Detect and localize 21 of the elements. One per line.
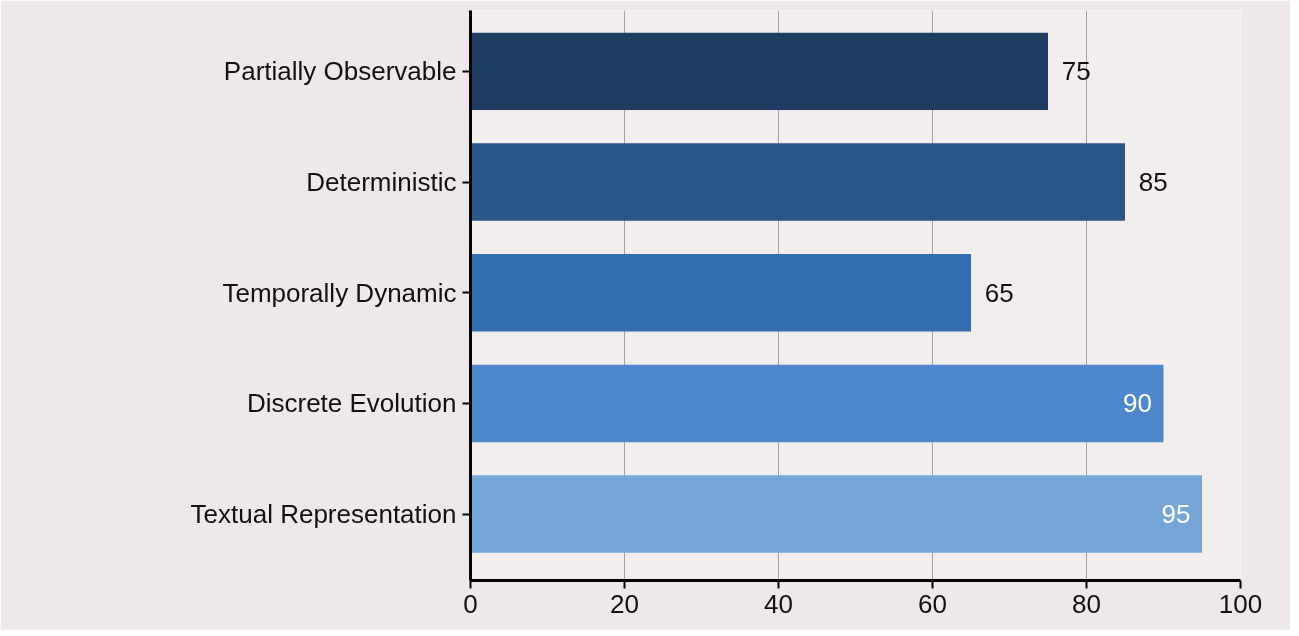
data-label: 65 xyxy=(984,277,1014,308)
y-tick-label: Discrete Evolution xyxy=(246,388,457,419)
y-tick-label: Deterministic xyxy=(306,167,457,198)
x-tick-label: 60 xyxy=(918,588,947,619)
x-tick-label: 20 xyxy=(610,588,639,619)
bar xyxy=(470,32,1048,111)
bar xyxy=(470,254,971,332)
bar xyxy=(470,475,1202,553)
y-tick-label: Temporally Dynamic xyxy=(222,277,457,308)
data-label: 85 xyxy=(1138,167,1168,198)
x-tick-label: 100 xyxy=(1218,588,1263,619)
y-tick-label: Partially Observable xyxy=(223,56,457,87)
y-tick-label: Textual Representation xyxy=(190,499,457,530)
data-label: 95 xyxy=(1161,499,1191,530)
bar xyxy=(470,364,1164,443)
x-tick-label: 80 xyxy=(1072,588,1101,619)
x-tick-label: 40 xyxy=(764,588,793,619)
data-label: 90 xyxy=(1123,388,1152,419)
data-label: 75 xyxy=(1061,56,1091,87)
x-tick-label: 0 xyxy=(463,588,478,619)
bar xyxy=(470,143,1125,221)
